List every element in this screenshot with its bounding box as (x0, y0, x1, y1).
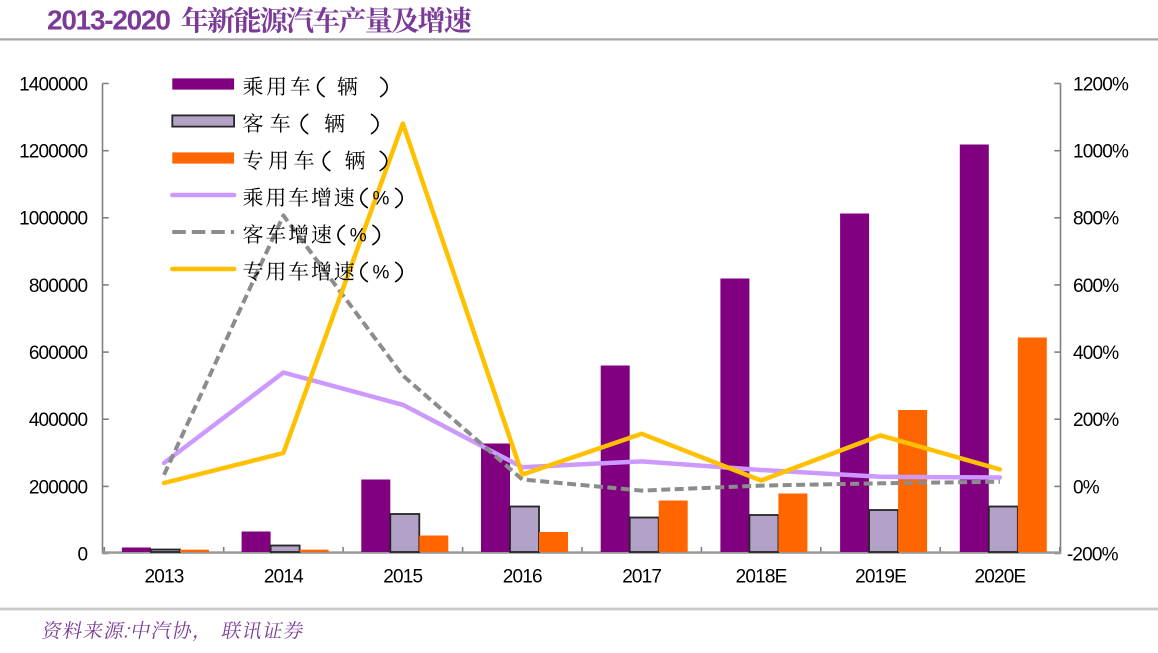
svg-text:2020E: 2020E (974, 566, 1025, 587)
svg-text:0%: 0% (1073, 477, 1100, 498)
svg-text:1200%: 1200% (1073, 74, 1129, 95)
svg-text:1000%: 1000% (1073, 142, 1129, 163)
svg-text:400000: 400000 (29, 410, 88, 431)
svg-text:2019E: 2019E (855, 566, 906, 587)
svg-text:%: % (373, 188, 390, 209)
svg-text:200000: 200000 (29, 477, 88, 498)
svg-text:0: 0 (78, 544, 88, 565)
svg-text:%: % (373, 262, 390, 283)
svg-text:600000: 600000 (29, 343, 88, 364)
svg-text:1000000: 1000000 (19, 209, 87, 230)
svg-text:-200%: -200% (1067, 544, 1119, 565)
svg-text:2018E: 2018E (736, 566, 787, 587)
svg-text:800%: 800% (1073, 209, 1119, 230)
svg-text:1400000: 1400000 (19, 74, 87, 95)
svg-text:2016: 2016 (503, 566, 542, 587)
svg-text:2013: 2013 (145, 566, 184, 587)
svg-text::: : (123, 621, 133, 643)
svg-text:2017: 2017 (622, 566, 661, 587)
svg-text:800000: 800000 (29, 276, 88, 297)
svg-text:2015: 2015 (383, 566, 422, 587)
svg-text:1200000: 1200000 (19, 142, 87, 163)
svg-text:%: % (350, 225, 367, 246)
svg-text:400%: 400% (1073, 343, 1119, 364)
svg-text:2014: 2014 (264, 566, 304, 587)
svg-text:600%: 600% (1073, 276, 1119, 297)
svg-text:200%: 200% (1073, 410, 1119, 431)
svg-text:2013-2020: 2013-2020 (47, 5, 170, 36)
